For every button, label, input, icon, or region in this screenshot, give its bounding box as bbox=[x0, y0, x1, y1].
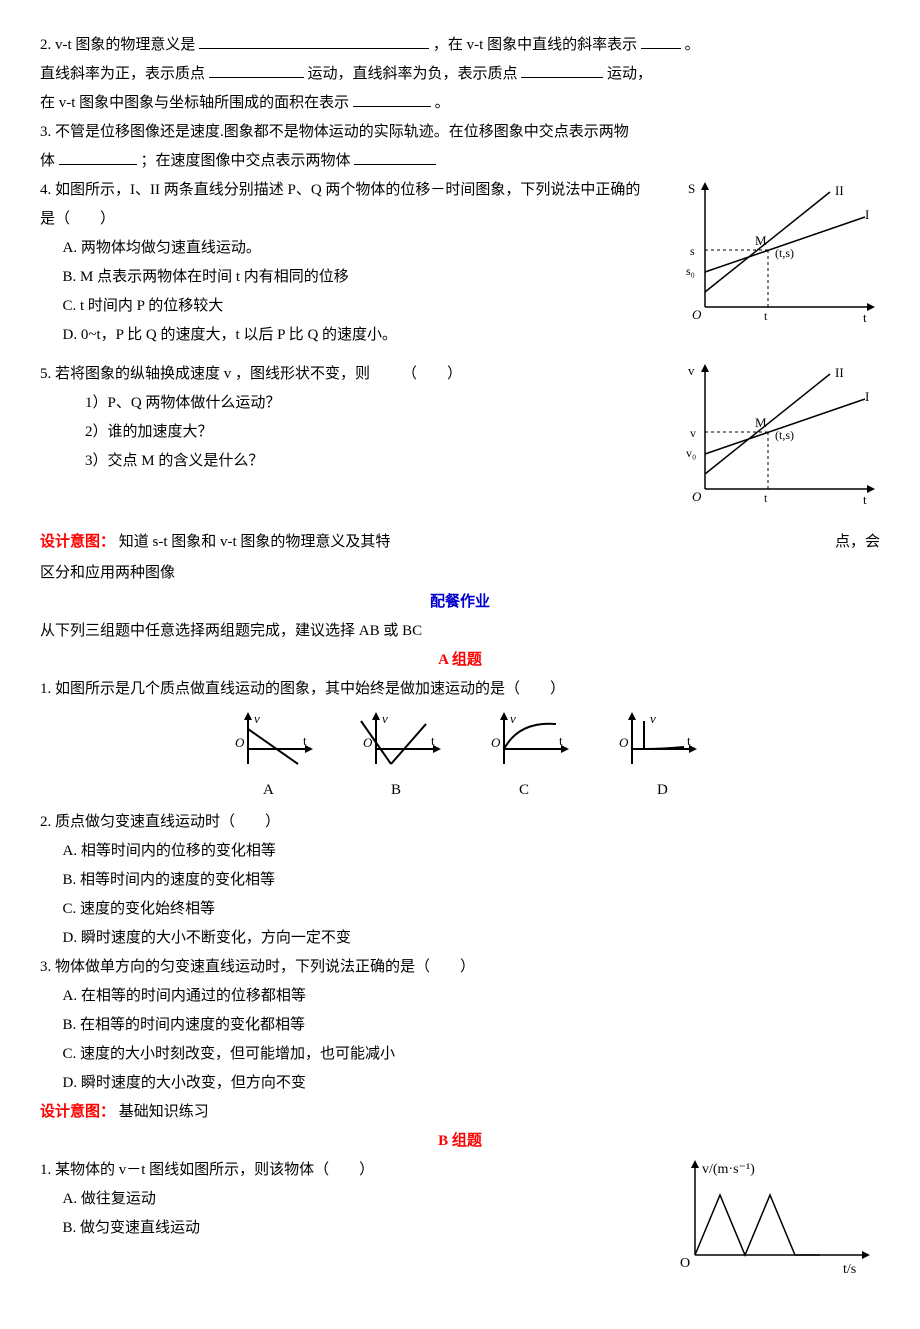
svg-text:O: O bbox=[692, 307, 702, 322]
design-text-1a: 知道 s-t 图象和 v-t 图象的物理意义及其特 bbox=[119, 534, 391, 550]
q5-stem: 5. 若将图象的纵轴换成速度 v ，图线形状不变，则 bbox=[40, 361, 370, 388]
ga-q1-graph-d: v t O D bbox=[602, 709, 702, 799]
q2-l2a: 直线斜率为正，表示质点 bbox=[40, 66, 205, 82]
q3-line2: 体 ；在速度图像中交点表示两物体 bbox=[40, 148, 880, 175]
svg-text:II: II bbox=[835, 365, 844, 380]
ga-q2-opt-c: C. 速度的变化始终相等 bbox=[40, 896, 880, 923]
q2-line3: 在 v-t 图象中图象与坐标轴所围成的面积在表示 。 bbox=[40, 90, 880, 117]
svg-text:S: S bbox=[688, 181, 695, 196]
design-text-2: 基础知识练习 bbox=[119, 1104, 209, 1120]
ga-q2-opt-b: B. 相等时间内的速度的变化相等 bbox=[40, 867, 880, 894]
ga-q3-stem: 3. 物体做单方向的匀变速直线运动时，下列说法正确的是（ ） bbox=[40, 954, 880, 981]
ga-q2-stem: 2. 质点做匀变速直线运动时（ ） bbox=[40, 809, 880, 836]
q2-prefix: 2. v-t 图象的物理意义是 bbox=[40, 37, 195, 53]
ga-q3-opt-d: D. 瞬时速度的大小改变，但方向不变 bbox=[40, 1070, 880, 1097]
ga-q1-graph-row: v t O A v t O B v t O C v t O bbox=[40, 709, 880, 799]
q2-mid1: ，在 v-t 图象中直线的斜率表示 bbox=[433, 37, 637, 53]
q2-line1: 2. v-t 图象的物理意义是 ，在 v-t 图象中直线的斜率表示 。 bbox=[40, 32, 880, 59]
q3-blank-1 bbox=[59, 149, 137, 165]
ga-q1-graph-a: v t O A bbox=[218, 709, 318, 799]
svg-text:t: t bbox=[863, 310, 867, 325]
svg-text:O: O bbox=[619, 735, 629, 750]
q2-blank-3 bbox=[209, 62, 304, 78]
svg-text:D: D bbox=[657, 782, 668, 798]
svg-text:I: I bbox=[865, 389, 869, 404]
q3-l2b: ；在速度图像中交点表示两物体 bbox=[141, 153, 351, 169]
homework-title: 配餐作业 bbox=[40, 589, 880, 616]
ga-q2-opt-a: A. 相等时间内的位移的变化相等 bbox=[40, 838, 880, 865]
gb-q1-graph-svg: v/(m·s⁻¹) t/s O bbox=[660, 1155, 880, 1285]
q2-l3a: 在 v-t 图象中图象与坐标轴所围成的面积在表示 bbox=[40, 95, 349, 111]
svg-text:v: v bbox=[510, 711, 516, 726]
svg-text:O: O bbox=[363, 735, 373, 750]
q3-l2a: 体 bbox=[40, 153, 55, 169]
svg-text:s: s bbox=[690, 244, 695, 258]
group-a-title: A 组题 bbox=[40, 647, 880, 674]
ga-q1-graph-b: v t O B bbox=[346, 709, 446, 799]
design-intent-1: 设计意图： 知道 s-t 图象和 v-t 图象的物理意义及其特 点，会 bbox=[40, 529, 880, 556]
q3-line1: 3. 不管是位移图像还是速度.图象都不是物体运动的实际轨迹。在位移图象中交点表示… bbox=[40, 119, 880, 146]
ga-q3-opt-b: B. 在相等的时间内速度的变化都相等 bbox=[40, 1012, 880, 1039]
svg-text:I: I bbox=[865, 207, 869, 222]
svg-text:M: M bbox=[755, 415, 767, 430]
svg-text:M: M bbox=[755, 233, 767, 248]
design-label-2: 设计意图： bbox=[40, 1104, 115, 1120]
group-b-title: B 组题 bbox=[40, 1128, 880, 1155]
svg-text:v: v bbox=[688, 363, 695, 378]
design-text-1c: 区分和应用两种图像 bbox=[40, 560, 880, 587]
svg-text:A: A bbox=[263, 782, 274, 798]
svg-text:v: v bbox=[254, 711, 260, 726]
ga-q2-opt-d: D. 瞬时速度的大小不断变化，方向一定不变 bbox=[40, 925, 880, 952]
q2-blank-1 bbox=[199, 33, 429, 49]
q5-paren: （ ） bbox=[402, 361, 462, 388]
homework-instruction: 从下列三组题中任意选择两组题完成，建议选择 AB 或 BC bbox=[40, 618, 880, 645]
svg-text:O: O bbox=[680, 1256, 690, 1271]
q2-blank-4 bbox=[521, 62, 603, 78]
q2-blank-2 bbox=[641, 33, 681, 49]
q2-suffix1: 。 bbox=[685, 37, 700, 53]
svg-text:t/s: t/s bbox=[843, 1262, 856, 1277]
gb-q1-figure: v/(m·s⁻¹) t/s O bbox=[660, 1155, 880, 1295]
ga-q1-graph-c: v t O C bbox=[474, 709, 574, 799]
svg-text:t: t bbox=[764, 309, 768, 323]
svg-text:v: v bbox=[382, 711, 388, 726]
svg-text:II: II bbox=[835, 183, 844, 198]
q5-stem-line: 5. 若将图象的纵轴换成速度 v ，图线形状不变，则 （ ） bbox=[40, 361, 672, 388]
svg-text:t: t bbox=[431, 733, 435, 748]
design-label-1: 设计意图： bbox=[40, 534, 115, 550]
svg-text:t: t bbox=[764, 491, 768, 505]
svg-text:t: t bbox=[863, 492, 867, 507]
q2-l2c: 运动， bbox=[607, 66, 652, 82]
svg-text:O: O bbox=[692, 489, 702, 504]
q3-blank-2 bbox=[354, 149, 436, 165]
svg-text:(t,s): (t,s) bbox=[775, 246, 794, 260]
svg-text:t: t bbox=[687, 733, 691, 748]
q4-graph-svg: S t O II I M (t,s) s s₀ t bbox=[680, 177, 880, 327]
ga-q3-opt-a: A. 在相等的时间内通过的位移都相等 bbox=[40, 983, 880, 1010]
ga-q3-opt-c: C. 速度的大小时刻改变，但可能增加，也可能减小 bbox=[40, 1041, 880, 1068]
design-intent-2: 设计意图： 基础知识练习 bbox=[40, 1099, 880, 1126]
q2-l3b: 。 bbox=[435, 95, 450, 111]
svg-text:O: O bbox=[235, 735, 245, 750]
svg-text:v₀: v₀ bbox=[686, 446, 696, 460]
q5-graph-svg: v t O II I M (t,s) v v₀ t bbox=[680, 359, 880, 509]
svg-text:(t,s): (t,s) bbox=[775, 428, 794, 442]
svg-text:C: C bbox=[519, 782, 529, 798]
svg-text:t: t bbox=[303, 733, 307, 748]
svg-text:v: v bbox=[690, 426, 696, 440]
svg-text:s₀: s₀ bbox=[686, 264, 695, 278]
q2-l2b: 运动，直线斜率为负，表示质点 bbox=[308, 66, 518, 82]
svg-text:B: B bbox=[391, 782, 401, 798]
q2-line2: 直线斜率为正，表示质点 运动，直线斜率为负，表示质点 运动， bbox=[40, 61, 880, 88]
q5-figure: v t O II I M (t,s) v v₀ t bbox=[680, 359, 880, 519]
design-text-1b: 点，会 bbox=[835, 529, 880, 556]
q4-figure: S t O II I M (t,s) s s₀ t bbox=[680, 177, 880, 337]
svg-text:O: O bbox=[491, 735, 501, 750]
svg-text:v: v bbox=[650, 711, 656, 726]
svg-text:v/(m·s⁻¹): v/(m·s⁻¹) bbox=[702, 1162, 755, 1177]
q2-blank-5 bbox=[353, 91, 431, 107]
svg-text:t: t bbox=[559, 733, 563, 748]
ga-q1-stem: 1. 如图所示是几个质点做直线运动的图象，其中始终是做加速运动的是（ ） bbox=[40, 676, 880, 703]
